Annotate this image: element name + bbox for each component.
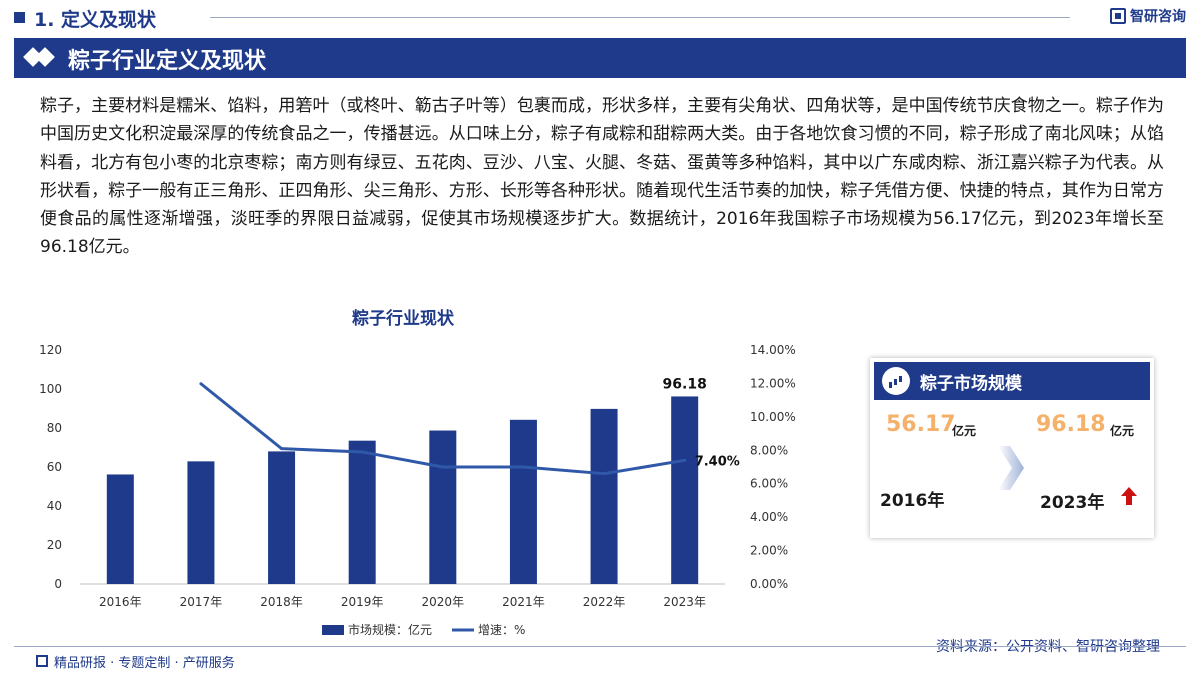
chevron-right-icon [998, 446, 1024, 490]
bar [509, 419, 537, 584]
x-axis-tick-label: 2020年 [422, 595, 465, 609]
start-value: 56.17 [886, 412, 956, 437]
right-axis-tick-label: 0.00% [750, 577, 788, 591]
bar [671, 396, 699, 584]
growth-point [521, 465, 525, 469]
banner-title: 粽子行业定义及现状 [68, 49, 267, 74]
right-axis-tick-label: 14.00% [750, 343, 796, 357]
arrow-up-icon [1121, 487, 1137, 505]
brand-name: 智研咨询 [1130, 9, 1186, 25]
growth-point [199, 382, 203, 386]
brand-logo-icon [1110, 8, 1126, 24]
x-axis-tick-label: 2023年 [663, 595, 706, 609]
end-value: 96.18 [1036, 412, 1106, 437]
market-size-card: 粽子市场规模 56.17 亿元 96.18 亿元 2016年 2023年 [870, 358, 1154, 538]
top-bar: 1. 定义及现状 智研咨询 [0, 0, 1200, 34]
footer-text: 精品研报 · 专题定制 · 产研服务 [54, 656, 235, 671]
growth-point [360, 450, 364, 454]
intro-paragraph: 粽子，主要材料是糯米、馅料，用箬叶（或柊叶、簕古子叶等）包裹而成，形状多样，主要… [40, 96, 1164, 258]
left-axis-tick-label: 40 [47, 499, 62, 513]
header-divider [210, 17, 1070, 18]
card-title: 粽子市场规模 [920, 374, 1022, 394]
line-data-label: 7.40% [695, 454, 740, 469]
bar [187, 461, 215, 584]
section-title: 1. 定义及现状 [34, 9, 157, 31]
left-axis-tick-label: 100 [39, 382, 62, 396]
diamond-icon [35, 47, 55, 67]
right-axis-tick-label: 10.00% [750, 410, 796, 424]
left-axis-tick-label: 60 [47, 460, 62, 474]
start-year: 2016年 [880, 491, 945, 511]
right-axis-tick-label: 6.00% [750, 477, 788, 491]
footer-divider [14, 646, 1186, 647]
market-chart: 0 20 40 60 80 100 120 0.00% 2.00% 4.00% 6.00% 8.00%… [39, 343, 796, 637]
title-banner: 粽子行业定义及现状 [14, 38, 1186, 78]
legend-line-label: 增速：% [478, 623, 525, 637]
x-axis-tick-label: 2021年 [502, 595, 545, 609]
left-axis-tick-label: 120 [39, 343, 62, 357]
right-axis-tick-label: 12.00% [750, 376, 796, 390]
left-axis-tick-label: 80 [47, 421, 62, 435]
x-axis-tick-label: 2017年 [180, 595, 223, 609]
x-axis-tick-label: 2018年 [260, 595, 303, 609]
source-note: 资料来源：公开资料、智研咨询整理 [936, 639, 1160, 655]
start-unit: 亿元 [952, 424, 977, 438]
bar [429, 430, 457, 584]
x-axis-tick-label: 2022年 [583, 595, 626, 609]
footer: 精品研报 · 专题定制 · 产研服务 [0, 646, 1200, 674]
left-axis-tick-label: 0 [54, 577, 62, 591]
bar [348, 440, 376, 584]
chart-title: 粽子行业现状 [352, 309, 454, 329]
brand: 智研咨询 [1110, 6, 1186, 26]
growth-point [280, 447, 284, 451]
bar-chart-icon [882, 367, 910, 395]
right-axis-tick-label: 4.00% [750, 510, 788, 524]
legend-bar-label: 市场规模：亿元 [348, 622, 432, 637]
card-header: 粽子市场规模 [874, 362, 1150, 400]
left-axis-tick-label: 20 [47, 538, 62, 552]
end-year: 2023年 [1040, 493, 1105, 513]
right-axis-tick-label: 8.00% [750, 443, 788, 457]
section-square-icon [14, 12, 25, 23]
growth-point [602, 472, 606, 476]
right-axis-tick-label: 2.00% [750, 544, 788, 558]
growth-point [683, 458, 687, 462]
bar [268, 451, 296, 584]
legend-bar-swatch [322, 625, 344, 635]
end-unit: 亿元 [1110, 424, 1135, 438]
footer-logo-icon [36, 655, 48, 667]
x-axis-tick-label: 2019年 [341, 595, 384, 609]
bar [590, 408, 618, 584]
bar [106, 474, 134, 584]
bar-data-label: 96.18 [663, 376, 707, 392]
x-axis-tick-label: 2016年 [99, 595, 142, 609]
growth-point [441, 465, 445, 469]
